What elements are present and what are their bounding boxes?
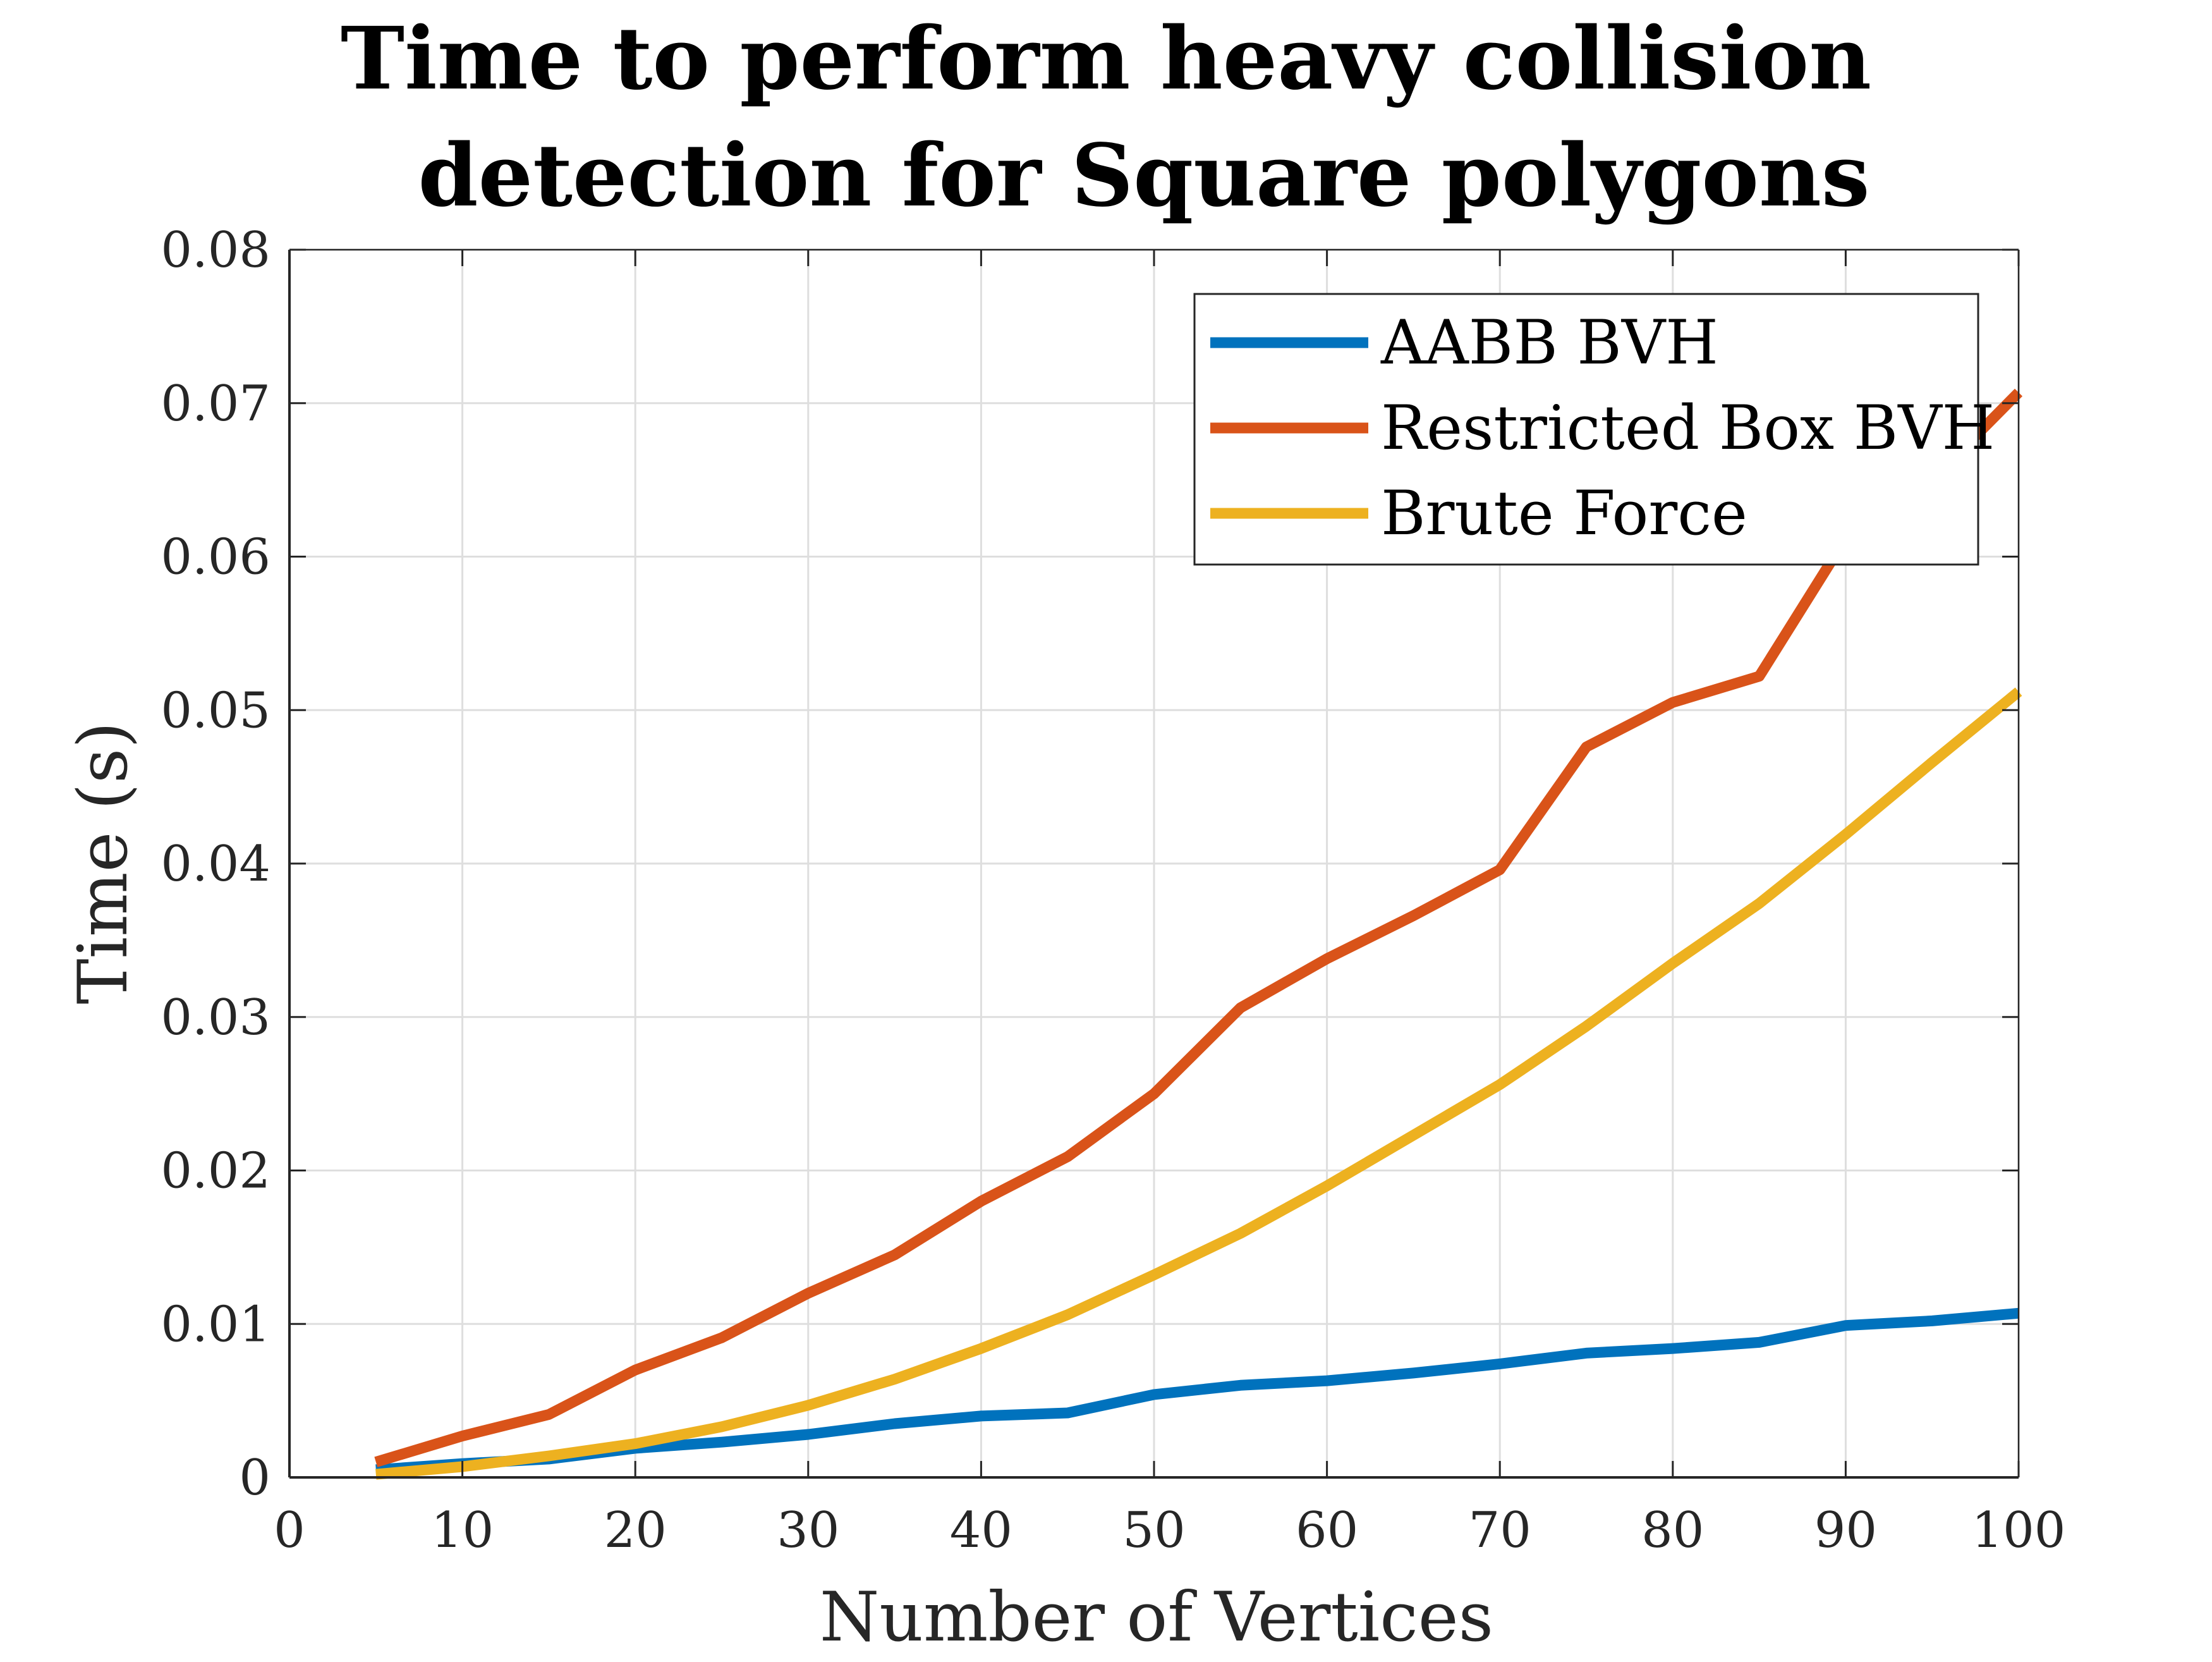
x-tick-label: 50 <box>1122 1502 1185 1559</box>
series-line-aabb-bvh <box>375 1307 2019 1476</box>
axes <box>288 248 2020 1479</box>
y-tick-label: 0.07 <box>161 376 270 432</box>
chart-title-line2: detection for Square polygons <box>418 125 1870 226</box>
legend: AABB BVH Restricted Box BVH Brute Force <box>1193 293 1995 566</box>
series-lines <box>374 388 2023 1480</box>
chart-title-line1: Time to perform heavy collision <box>341 8 1871 109</box>
legend-label: Brute Force <box>1381 478 1747 549</box>
x-tick-label: 30 <box>777 1502 839 1559</box>
y-tick-label: 0.01 <box>161 1296 270 1353</box>
y-tick-label: 0.08 <box>161 222 270 279</box>
x-tick-label: 80 <box>1641 1502 1704 1559</box>
x-tick-label: 20 <box>604 1502 667 1559</box>
tick-labels: 0 10 20 30 40 50 60 70 80 90 100 0 0.01 0.02 0.03 0.04 0… <box>161 222 2065 1559</box>
y-tick-label: 0 <box>239 1450 270 1506</box>
y-tick-label: 0.03 <box>161 989 270 1046</box>
x-tick-label: 10 <box>431 1502 494 1559</box>
y-tick-label: 0.05 <box>161 682 270 739</box>
y-axis-label: Time (s) <box>64 722 143 1005</box>
legend-label: Restricted Box BVH <box>1381 393 1995 463</box>
x-tick-label: 60 <box>1296 1502 1358 1559</box>
y-tick-label: 0.04 <box>161 836 270 893</box>
y-tick-label: 0.02 <box>161 1143 270 1200</box>
x-tick-label: 40 <box>950 1502 1012 1559</box>
x-tick-label: 70 <box>1469 1502 1531 1559</box>
y-tick-label: 0.06 <box>161 529 270 586</box>
x-tick-label: 90 <box>1814 1502 1877 1559</box>
legend-label: AABB BVH <box>1380 307 1718 378</box>
x-tick-label: 100 <box>1972 1502 2066 1559</box>
series-line-brute-force <box>375 687 2022 1480</box>
x-axis-label: Number of Vertices <box>820 1578 1493 1657</box>
series-line-restricted-box-bvh <box>374 388 2023 1467</box>
x-tick-label: 0 <box>274 1502 305 1559</box>
